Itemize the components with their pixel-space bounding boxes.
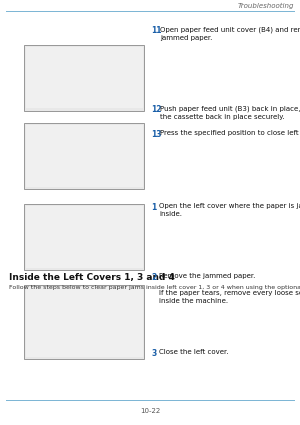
Bar: [26, 125, 142, 187]
Text: Follow the steps below to clear paper jams inside left cover 1, 3 or 4 when usin: Follow the steps below to clear paper ja…: [9, 285, 300, 290]
Text: 11: 11: [152, 26, 162, 35]
Text: 10-22: 10-22: [140, 408, 160, 414]
Text: 3: 3: [152, 349, 157, 358]
Text: 2: 2: [152, 273, 157, 282]
Text: Remove the jammed paper.

If the paper tears, remove every loose scrap from
insi: Remove the jammed paper. If the paper te…: [159, 273, 300, 304]
Text: 1: 1: [152, 203, 157, 212]
Bar: [26, 47, 142, 108]
Text: 12: 12: [152, 105, 162, 114]
Text: Push paper feed unit (B3) back in place, and push
the cassette back in place sec: Push paper feed unit (B3) back in place,…: [160, 105, 300, 120]
Bar: [24, 285, 144, 359]
Text: Inside the Left Covers 1, 3 and 4: Inside the Left Covers 1, 3 and 4: [9, 273, 175, 282]
Bar: [24, 123, 144, 189]
Bar: [26, 206, 142, 268]
Text: Close the left cover.: Close the left cover.: [159, 349, 229, 355]
Text: Open paper feed unit cover (B4) and remove the
jammed paper.: Open paper feed unit cover (B4) and remo…: [160, 26, 300, 41]
Text: Troubleshooting: Troubleshooting: [238, 3, 294, 9]
Text: Open the left cover where the paper is jammed
inside.: Open the left cover where the paper is j…: [159, 203, 300, 217]
Text: Press the specified position to close left cover 1.: Press the specified position to close le…: [160, 130, 300, 136]
Bar: [24, 45, 144, 111]
Bar: [24, 204, 144, 270]
Text: 13: 13: [152, 130, 162, 139]
Bar: [26, 287, 142, 357]
